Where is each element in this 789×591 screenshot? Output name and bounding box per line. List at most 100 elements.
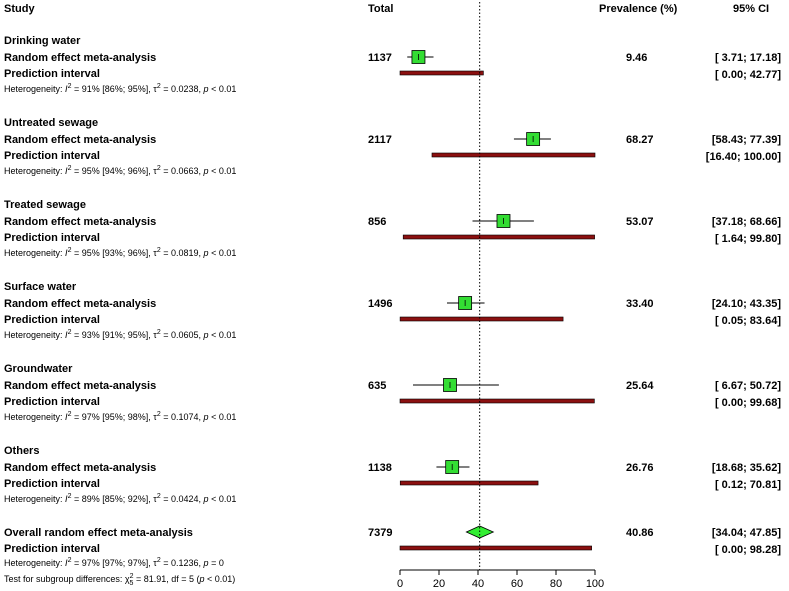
het-tau-sup: 2	[157, 83, 161, 90]
pi-label: Prediction interval	[4, 314, 100, 326]
header-ci: 95% CI	[733, 3, 769, 15]
prevalence-value: 25.64	[626, 380, 654, 392]
het-i2-value: = 95% [94%; 96%],	[71, 166, 153, 176]
test-p: p	[199, 574, 205, 584]
het-p-value: < 0.01	[209, 84, 237, 94]
axis-tick-label: 0	[397, 578, 403, 590]
het-i2-sup: 2	[68, 83, 72, 90]
re-label: Random effect meta-analysis	[4, 380, 156, 392]
het-i2-sup: 2	[68, 247, 72, 254]
het-p: p	[203, 558, 209, 568]
heterogeneity-line: Heterogeneity: I2 = 97% [97%; 97%], τ2 =…	[4, 557, 224, 568]
axis-tick-label: 100	[586, 578, 604, 590]
het-tau-value: = 0.0424,	[161, 494, 204, 504]
het-p: p	[203, 330, 209, 340]
het-tau-sup: 2	[157, 557, 161, 564]
het-p: p	[203, 494, 209, 504]
header-total: Total	[368, 3, 393, 15]
het-tau-value: = 0.0819,	[161, 248, 204, 258]
het-tau-value: = 0.0663,	[161, 166, 204, 176]
pi-text: [ 1.64; 99.80]	[715, 233, 781, 245]
het-tau-sup: 2	[157, 493, 161, 500]
het-p-value: < 0.01	[209, 166, 237, 176]
total-value: 7379	[368, 527, 392, 539]
total-value: 635	[368, 380, 386, 392]
het-tau: τ	[153, 558, 157, 568]
header-row: Study Total Prevalence (%) 95% CI	[4, 3, 769, 15]
pi-label: Prediction interval	[4, 150, 100, 162]
het-p: p	[203, 166, 209, 176]
het-p: p	[203, 412, 209, 422]
het-i2-sup: 2	[68, 329, 72, 336]
het-i2-value: = 93% [91%; 95%],	[71, 330, 153, 340]
het-tau: τ	[153, 330, 157, 340]
heterogeneity-line: Heterogeneity: I2 = 95% [93%; 96%], τ2 =…	[4, 247, 236, 258]
total-value: 2117	[368, 134, 392, 146]
prediction-interval-bar	[402, 234, 595, 240]
het-i2-value: = 97% [97%; 97%],	[71, 558, 153, 568]
re-label: Random effect meta-analysis	[4, 298, 156, 310]
pi-label: Prediction interval	[4, 543, 100, 555]
subgroup-title: Surface water	[4, 281, 77, 293]
total-value: 1496	[368, 298, 392, 310]
ci-text: [ 3.71; 17.18]	[715, 52, 781, 64]
pi-text: [16.40; 100.00]	[706, 151, 782, 163]
prevalence-value: 53.07	[626, 216, 654, 228]
prevalence-value: 40.86	[626, 527, 654, 539]
ci-text: [ 6.67; 50.72]	[715, 380, 781, 392]
heterogeneity-line: Heterogeneity: I2 = 89% [85%; 92%], τ2 =…	[4, 493, 236, 504]
het-i2-sup: 2	[68, 493, 72, 500]
het-tau: τ	[153, 412, 157, 422]
re-label: Random effect meta-analysis	[4, 462, 156, 474]
total-value: 1137	[368, 52, 392, 64]
subgroup-title: Drinking water	[4, 35, 81, 47]
het-p-value: < 0.01	[209, 494, 237, 504]
test-lead: Test for subgroup differences:	[4, 574, 125, 584]
pi-text: [ 0.00; 42.77]	[715, 69, 781, 81]
subgroup-title: Groundwater	[4, 363, 73, 375]
heterogeneity-line: Heterogeneity: I2 = 91% [86%; 95%], τ2 =…	[4, 83, 236, 94]
test-chi-sup: 2	[130, 573, 134, 580]
pi-text: [ 0.00; 98.28]	[715, 544, 781, 556]
pi-label: Prediction interval	[4, 478, 100, 490]
het-tau: τ	[153, 248, 157, 258]
ci-text: [37.18; 68.66]	[712, 216, 781, 228]
het-i2-sup: 2	[68, 557, 72, 564]
het-p-value: < 0.01	[209, 412, 237, 422]
het-i2: I	[65, 330, 68, 340]
overall-title: Overall random effect meta-analysis	[4, 527, 193, 539]
het-i2-sup: 2	[68, 411, 72, 418]
het-i2: I	[65, 84, 68, 94]
prediction-interval-bar	[431, 152, 596, 158]
subgroup-rows: Drinking water Random effect meta-analysi…	[4, 35, 781, 587]
het-tau-sup: 2	[157, 165, 161, 172]
prediction-interval-bar	[399, 480, 539, 486]
het-tau: τ	[153, 84, 157, 94]
het-p-value: < 0.01	[209, 248, 237, 258]
het-i2-value: = 95% [93%; 96%],	[71, 248, 153, 258]
het-i2: I	[65, 558, 68, 568]
test-p-value: < 0.01)	[205, 574, 236, 584]
x-axis: 0 20 40 60 80 100	[397, 2, 604, 590]
het-tau: τ	[153, 494, 157, 504]
het-p-value: = 0	[209, 558, 224, 568]
total-value: 1138	[368, 462, 392, 474]
het-p: p	[203, 84, 209, 94]
axis-tick-label: 20	[433, 578, 445, 590]
heterogeneity-line: Heterogeneity: I2 = 97% [95%; 98%], τ2 =…	[4, 411, 236, 422]
het-i2: I	[65, 412, 68, 422]
het-lead: Heterogeneity:	[4, 558, 65, 568]
ci-text: [18.68; 35.62]	[712, 462, 781, 474]
subgroup-test-line: Test for subgroup differences: χ2 5 = 81.…	[4, 573, 235, 587]
pi-text: [ 0.00; 99.68]	[715, 397, 781, 409]
prediction-interval-bar	[399, 316, 564, 322]
prediction-interval-bar	[399, 398, 595, 404]
het-lead: Heterogeneity:	[4, 248, 65, 258]
het-p: p	[203, 248, 209, 258]
het-tau-value: = 0.1236,	[161, 558, 204, 568]
pi-label: Prediction interval	[4, 232, 100, 244]
het-i2: I	[65, 494, 68, 504]
prevalence-value: 33.40	[626, 298, 654, 310]
het-i2-sup: 2	[68, 165, 72, 172]
pi-label: Prediction interval	[4, 68, 100, 80]
